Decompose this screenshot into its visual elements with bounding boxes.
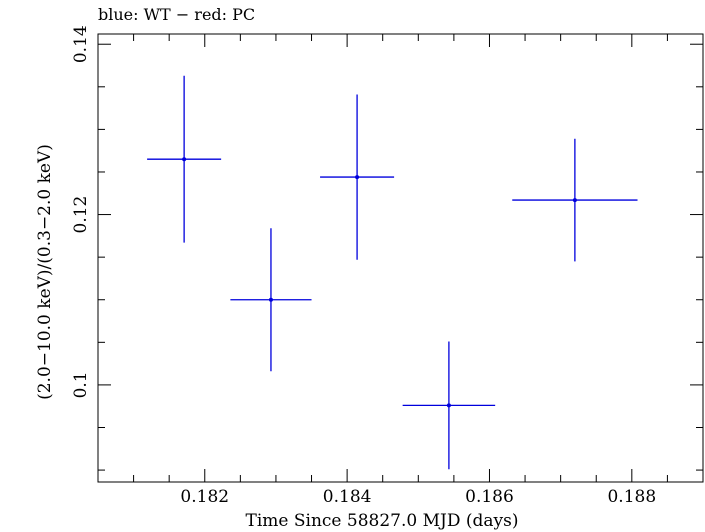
y-axis-label: (2.0−10.0 keV)/(0.3−2.0 keV) bbox=[35, 144, 55, 400]
x-tick-label: 0.186 bbox=[465, 487, 514, 507]
y-tick-label: 0.1 bbox=[71, 371, 91, 398]
point-marker bbox=[355, 175, 360, 180]
axis-tick-labels: 0.182 0.184 0.186 0.188 0.1 0.12 0.14 bbox=[71, 25, 656, 507]
point-marker bbox=[572, 198, 577, 203]
axis-ticks bbox=[97, 34, 704, 482]
x-tick-label: 0.184 bbox=[323, 487, 372, 507]
chart-title: blue: WT − red: PC bbox=[98, 5, 255, 24]
x-tick-label: 0.188 bbox=[607, 487, 656, 507]
data-series bbox=[147, 75, 638, 470]
data-point bbox=[320, 94, 395, 260]
x-tick-label: 0.182 bbox=[180, 487, 229, 507]
plot-frame bbox=[97, 33, 704, 483]
data-point bbox=[147, 75, 222, 243]
x-axis-label: Time Since 58827.0 MJD (days) bbox=[246, 511, 519, 531]
data-point bbox=[402, 341, 496, 470]
y-tick-label: 0.12 bbox=[71, 196, 91, 234]
y-tick-label: 0.14 bbox=[71, 25, 91, 63]
point-marker bbox=[446, 403, 451, 408]
data-point bbox=[512, 138, 638, 262]
point-marker bbox=[268, 297, 273, 302]
data-point bbox=[230, 228, 312, 372]
point-marker bbox=[182, 157, 187, 162]
